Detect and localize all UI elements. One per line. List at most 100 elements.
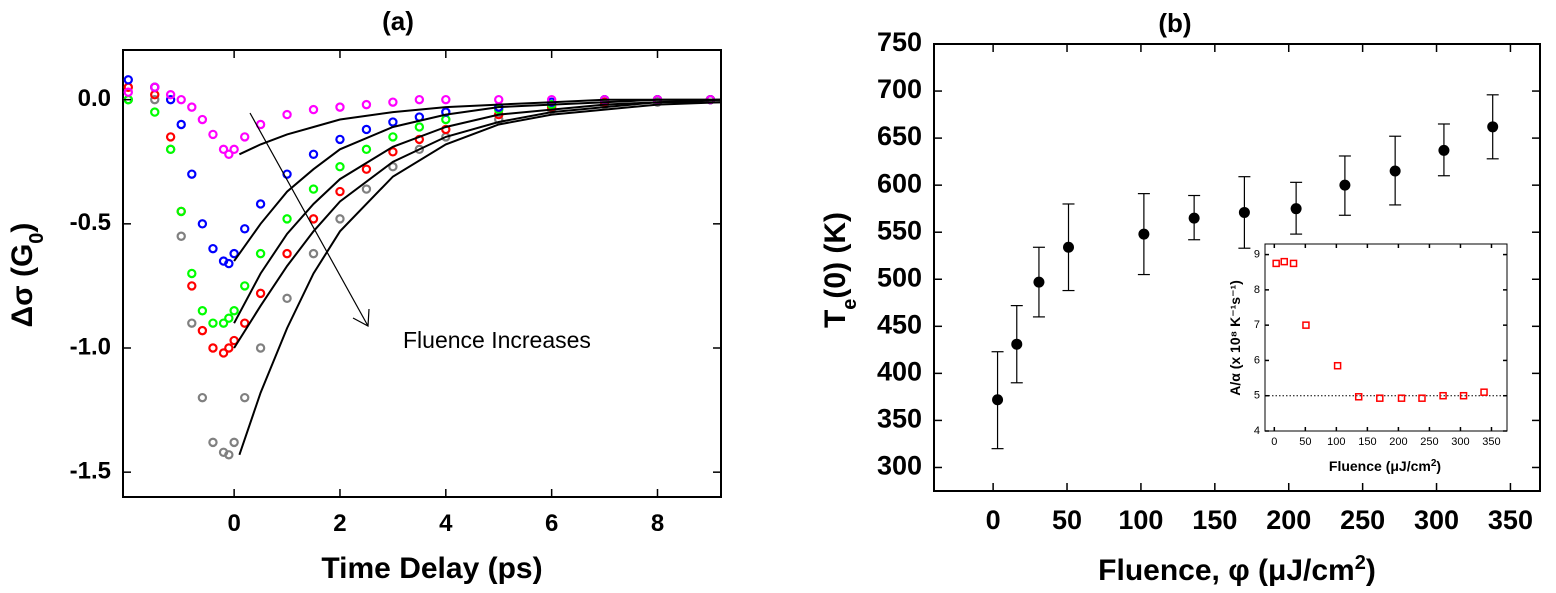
inset-data-point	[1397, 394, 1406, 402]
panel-a-data-point	[224, 149, 234, 159]
panel-a-y-title-main: Δσ (G	[6, 244, 39, 328]
panel-b-data-point	[1389, 165, 1401, 177]
panel-a: (a) 0 2 4 6 8 0.0 -0.5 -1.0 -1.5 Fluence Increas…	[6, 6, 722, 585]
panel-b-data-point	[1238, 206, 1250, 218]
panel-b-data-point	[1438, 144, 1450, 156]
panel-a-data-point	[335, 134, 345, 145]
panel-a-data-point	[361, 99, 372, 110]
panel-a-data-point	[208, 437, 218, 448]
panel-a-data-point	[308, 184, 319, 194]
panel-a-data-point	[388, 147, 398, 157]
panel-b-label: (b)	[1158, 8, 1191, 38]
panel-b-y-tick-label: 750	[877, 27, 922, 57]
panel-a-data-point	[208, 243, 218, 254]
panel-b-x-tick-label: 150	[1192, 505, 1237, 535]
panel-b-ticks: 0 50 100 150 200 250 300 3503003504004505005506…	[877, 27, 1540, 535]
panel-b: (b) 0 50 100 150 200 250 300 350300350400450500…	[819, 8, 1541, 587]
panel-b-x-tick-label: 100	[1118, 505, 1163, 535]
panel-a-data-point	[123, 75, 133, 85]
panel-a-data-point	[208, 129, 218, 140]
panel-a-data-point	[150, 107, 160, 117]
panel-a-data-point	[150, 94, 160, 105]
panel-a-x-tick-label: 2	[333, 510, 346, 537]
inset-data-point	[1289, 259, 1298, 268]
panel-b-y-tick-label: 650	[877, 121, 922, 151]
inset-x-tick-label: 0	[1271, 436, 1277, 448]
panel-a-y-tick-label: -1.5	[70, 458, 111, 485]
panel-b-y-tick-label: 400	[877, 356, 922, 386]
panel-b-data-point	[1339, 179, 1351, 191]
panel-a-x-tick-label: 8	[651, 510, 664, 537]
panel-b-data-point	[1290, 203, 1302, 215]
panel-a-data-point	[282, 248, 292, 259]
panel-b-y-tick-label: 450	[877, 309, 922, 339]
panel-a-x-tick-label: 4	[439, 510, 453, 537]
panel-a-data-point	[197, 306, 208, 316]
panel-a-data-point	[308, 214, 319, 224]
inset-chart: 0 50 100 150 200 250 300 350 4 5 6 7 8 9 Fluence (μJ/…	[1227, 243, 1508, 475]
panel-a-data-point	[335, 162, 345, 172]
inset-data-point	[1354, 393, 1363, 401]
panel-b-x-title-main: Fluence, φ (μJ/cm	[1098, 554, 1355, 587]
panel-a-data-point	[229, 437, 239, 448]
panel-a-y-tick-label: 0.0	[78, 85, 111, 112]
panel-a-data-point	[282, 293, 292, 304]
panel-a-plot-area	[122, 49, 722, 498]
inset-data-point	[1280, 257, 1288, 266]
inset-data-point	[1376, 394, 1384, 402]
panel-a-data-point	[308, 248, 319, 259]
panel-a-data-point	[224, 258, 234, 269]
panel-a-data-point	[388, 117, 398, 127]
inset-data-point	[1459, 391, 1468, 400]
panel-a-data-point	[388, 97, 398, 107]
inset-y-tick-label: 9	[1254, 248, 1260, 260]
panel-b-y-axis-title: Te(0) (K)	[819, 212, 861, 328]
panel-a-data-point	[165, 89, 176, 100]
panel-b-x-axis-title: Fluence, φ (μJ/cm2)	[1098, 552, 1376, 587]
panel-a-fit-curve	[233, 98, 721, 262]
panel-a-fit-curve	[238, 101, 722, 456]
inset-x-title-main: Fluence (μJ/cm	[1329, 458, 1431, 474]
panel-a-data-point	[187, 318, 197, 328]
panel-a-data-point	[176, 206, 186, 217]
panel-a-data-point	[494, 114, 504, 125]
panel-a-data-point	[240, 224, 250, 234]
panel-a-data-point	[308, 104, 319, 115]
panel-b-y-tick-label: 500	[877, 262, 922, 292]
inset-y-tick-label: 4	[1254, 425, 1260, 437]
inset-plot-area	[1264, 243, 1508, 432]
panel-a-data-point	[361, 184, 372, 194]
panel-a-data-point	[187, 169, 197, 179]
inset-data-point	[1439, 391, 1447, 400]
inset-x-axis-title: Fluence (μJ/cm2)	[1329, 458, 1441, 475]
panel-a-data-point	[208, 343, 218, 353]
inset-data-point	[1418, 394, 1426, 402]
inset-y-tick-label: 5	[1254, 390, 1260, 402]
panel-a-data-point	[361, 144, 372, 155]
panel-a-data-point	[282, 109, 292, 120]
panel-a-data-point	[176, 119, 186, 130]
panel-b-plot-area	[933, 43, 1541, 492]
inset-y-tick-label: 8	[1254, 284, 1260, 296]
panel-a-data-point	[187, 281, 197, 291]
panel-a-y-tick-label: -1.0	[70, 333, 111, 360]
panel-b-data-point	[1063, 241, 1075, 253]
panel-a-data-point	[441, 124, 451, 135]
panel-b-x-tick-label: 200	[1266, 505, 1311, 535]
panel-b-data-point	[1138, 228, 1150, 240]
inset-y-tick-label: 6	[1254, 354, 1260, 366]
panel-b-data-point	[1033, 276, 1045, 288]
panel-a-y-title-close: )	[6, 223, 39, 233]
panel-a-y-axis-title: Δσ (G0)	[6, 223, 48, 328]
panel-b-y-tick-label: 600	[877, 168, 922, 198]
panel-a-data-point	[224, 450, 234, 460]
panel-a-data-point	[229, 306, 239, 316]
panel-b-data-point	[992, 394, 1004, 406]
panel-a-data-point	[361, 164, 372, 174]
panel-b-y-tick-label: 700	[877, 74, 922, 104]
panel-b-x-title-sup: 2	[1355, 552, 1366, 574]
panel-a-data-point	[165, 132, 176, 142]
panel-a-data-point	[197, 114, 208, 125]
panel-b-x-tick-label: 300	[1414, 505, 1459, 535]
panel-a-y-tick-label: -0.5	[70, 209, 111, 236]
